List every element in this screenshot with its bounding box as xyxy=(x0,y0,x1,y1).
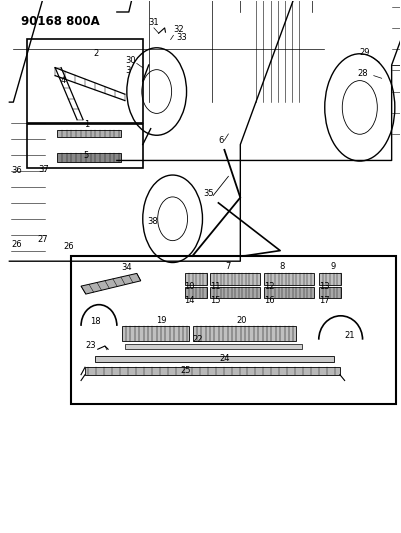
Text: 32: 32 xyxy=(173,25,184,34)
Bar xyxy=(185,273,207,285)
Text: 22: 22 xyxy=(192,335,203,344)
Text: 21: 21 xyxy=(344,330,355,340)
Bar xyxy=(95,356,334,362)
Text: 16: 16 xyxy=(264,296,275,305)
Text: 26: 26 xyxy=(63,241,74,251)
Text: 7: 7 xyxy=(225,262,230,271)
Text: 8: 8 xyxy=(279,262,285,271)
Bar xyxy=(185,287,207,298)
Text: 28: 28 xyxy=(357,69,368,78)
Bar xyxy=(125,344,302,349)
Text: 10: 10 xyxy=(184,282,195,291)
Bar xyxy=(264,273,314,285)
Text: 29: 29 xyxy=(360,48,370,57)
Bar xyxy=(210,273,260,285)
Text: 30: 30 xyxy=(125,56,136,65)
Bar xyxy=(122,326,189,341)
Text: 35: 35 xyxy=(204,189,214,198)
Text: 6: 6 xyxy=(219,135,224,144)
Text: 26: 26 xyxy=(11,240,22,249)
Bar xyxy=(27,38,143,123)
Text: 33: 33 xyxy=(176,33,186,42)
Bar xyxy=(85,367,340,375)
Text: 23: 23 xyxy=(85,341,96,350)
Text: 34: 34 xyxy=(122,263,132,272)
Text: 27: 27 xyxy=(37,235,48,244)
Bar xyxy=(210,287,260,298)
Text: 1: 1 xyxy=(84,120,89,129)
Text: 15: 15 xyxy=(210,296,221,305)
Text: 5: 5 xyxy=(84,151,89,160)
Bar xyxy=(319,273,341,285)
Bar xyxy=(57,130,121,137)
Text: 12: 12 xyxy=(264,282,275,291)
Text: 17: 17 xyxy=(319,296,330,305)
Text: 2: 2 xyxy=(93,49,98,58)
Polygon shape xyxy=(81,273,141,294)
Text: 14: 14 xyxy=(184,296,195,305)
Text: 3: 3 xyxy=(126,66,131,75)
Bar xyxy=(192,326,296,341)
Bar xyxy=(57,153,121,161)
Bar xyxy=(264,287,314,298)
Text: 36: 36 xyxy=(11,166,22,175)
Text: 11: 11 xyxy=(210,282,221,291)
Text: 19: 19 xyxy=(156,316,166,325)
Bar xyxy=(71,256,396,405)
Text: 25: 25 xyxy=(180,366,191,375)
Text: 9: 9 xyxy=(330,262,335,271)
Bar xyxy=(27,124,143,168)
Text: 37: 37 xyxy=(38,165,49,174)
Bar xyxy=(319,287,341,298)
Text: 13: 13 xyxy=(319,282,330,291)
Text: 18: 18 xyxy=(90,317,100,326)
Text: 90168 800A: 90168 800A xyxy=(21,14,100,28)
Text: 31: 31 xyxy=(148,18,158,27)
Text: 4: 4 xyxy=(60,76,66,85)
Text: 20: 20 xyxy=(236,316,247,325)
Text: 38: 38 xyxy=(148,217,158,226)
Text: 24: 24 xyxy=(220,354,230,363)
